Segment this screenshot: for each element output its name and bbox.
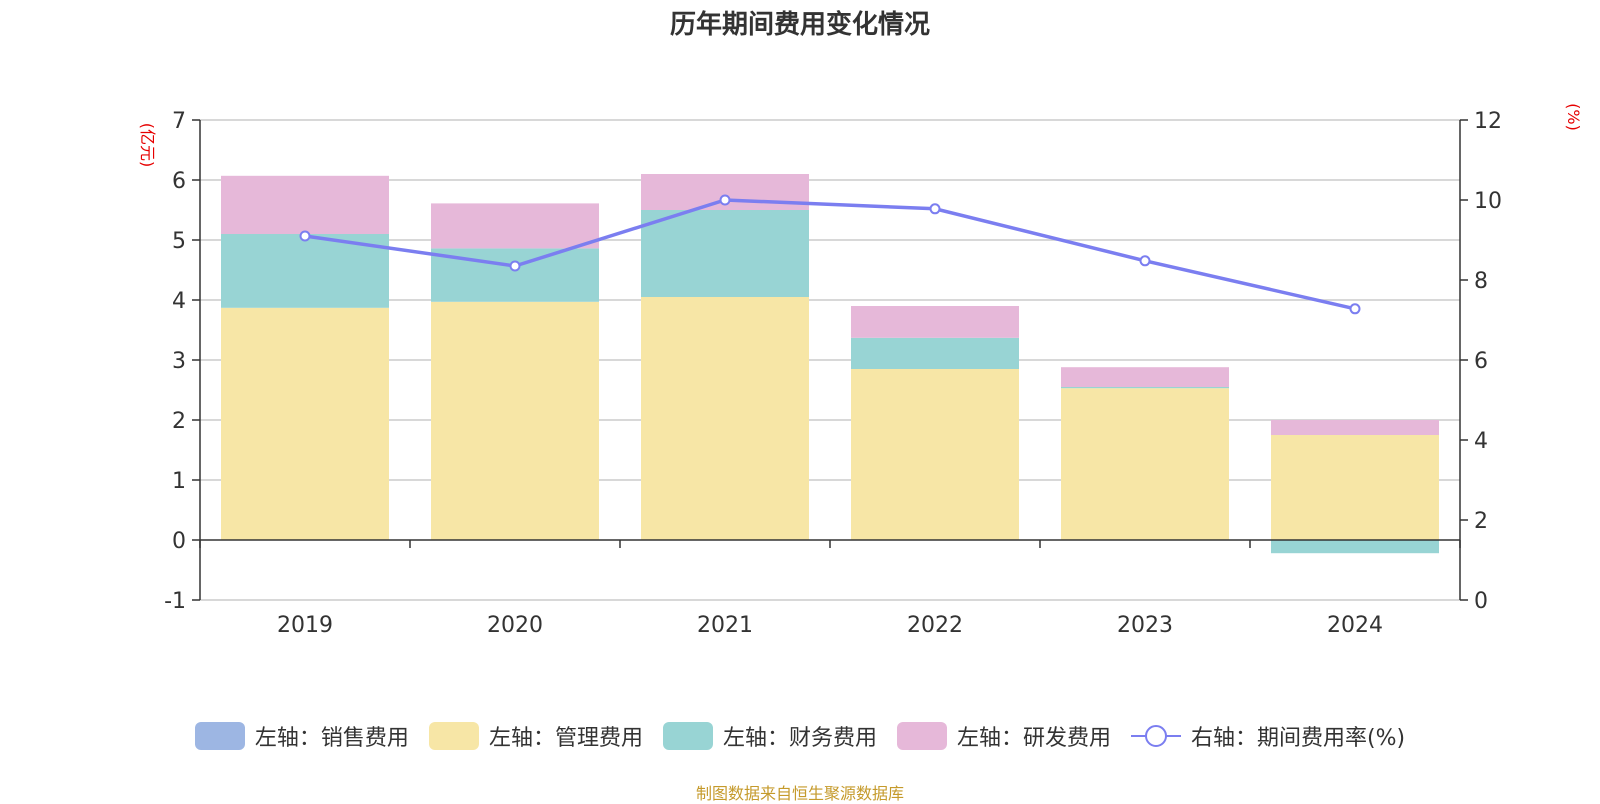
right-axis-tick-label: 0 bbox=[1474, 589, 1488, 614]
bar-finance-2019 bbox=[221, 234, 389, 308]
bar-finance-2021 bbox=[641, 210, 809, 297]
left-axis-tick-label: 5 bbox=[172, 229, 186, 254]
x-axis-tick-label: 2023 bbox=[1117, 613, 1173, 638]
legend-label-rnd: 左轴：研发费用 bbox=[956, 726, 1111, 751]
x-axis-tick-label: 2019 bbox=[277, 613, 333, 638]
bar-admin-2023 bbox=[1061, 388, 1229, 540]
left-axis-tick-label: 4 bbox=[172, 289, 186, 314]
legend-item-sales[interactable]: 左轴：销售费用 bbox=[194, 720, 409, 752]
bar-finance-2024 bbox=[1271, 540, 1439, 554]
rate-point-2022 bbox=[929, 203, 941, 215]
legend-item-rate[interactable]: 右轴：期间费用率(%) bbox=[1130, 720, 1406, 752]
left-axis-tick-label: -1 bbox=[164, 589, 186, 614]
x-axis-tick-label: 2020 bbox=[487, 613, 543, 638]
rate-point-2023 bbox=[1139, 255, 1151, 267]
bar-admin-2021 bbox=[641, 297, 809, 540]
legend-label-admin: 左轴：管理费用 bbox=[488, 726, 643, 751]
legend-label-finance: 左轴：财务费用 bbox=[722, 726, 877, 751]
bar-rnd-2022 bbox=[851, 306, 1019, 338]
bar-admin-2022 bbox=[851, 369, 1019, 540]
left-axis-tick-label: 3 bbox=[172, 349, 186, 374]
x-axis-tick-label: 2021 bbox=[697, 613, 753, 638]
rate-line bbox=[304, 198, 1356, 311]
legend-swatch-admin bbox=[428, 722, 479, 750]
right-axis-tick-label: 6 bbox=[1474, 349, 1488, 374]
legend-swatch-sales bbox=[194, 722, 245, 750]
left-axis-tick-label: 2 bbox=[172, 409, 186, 434]
legend-line-marker-icon bbox=[1130, 725, 1181, 747]
bar-finance-2023 bbox=[1061, 387, 1229, 389]
rate-line-series bbox=[299, 194, 1361, 315]
legend-item-rnd[interactable]: 左轴：研发费用 bbox=[896, 720, 1111, 752]
x-axis-tick-label: 2024 bbox=[1327, 613, 1383, 638]
bar-finance-2022 bbox=[851, 337, 1019, 369]
rate-point-2024 bbox=[1349, 303, 1361, 315]
bar-admin-2019 bbox=[221, 307, 389, 540]
left-axis-unit: (亿元) bbox=[138, 123, 157, 168]
legend: 左轴：销售费用 左轴：管理费用 左轴：财务费用 左轴：研发费用 右轴：期间费用率… bbox=[0, 720, 1600, 752]
chart-title: 历年期间费用变化情况 bbox=[669, 10, 930, 40]
bar-rnd-2024 bbox=[1271, 420, 1439, 435]
left-axis-tick-label: 6 bbox=[172, 169, 186, 194]
right-axis-tick-label: 12 bbox=[1474, 109, 1502, 134]
left-axis-tick-label: 1 bbox=[172, 469, 186, 494]
right-axis-tick-label: 8 bbox=[1474, 269, 1488, 294]
left-axis-tick-label: 7 bbox=[172, 109, 186, 134]
bar-admin-2024 bbox=[1271, 435, 1439, 540]
x-axis-tick-label: 2022 bbox=[907, 613, 963, 638]
legend-swatch-rnd bbox=[896, 722, 947, 750]
right-axis-tick-label: 4 bbox=[1474, 429, 1488, 454]
bar-rnd-2019 bbox=[221, 175, 389, 234]
rate-point-2021 bbox=[719, 194, 731, 206]
legend-label-sales: 左轴：销售费用 bbox=[254, 726, 409, 751]
rate-point-2020 bbox=[509, 260, 521, 272]
bar-rnd-2020 bbox=[431, 203, 599, 249]
rate-point-2019 bbox=[299, 230, 311, 242]
legend-label-rate: 右轴：期间费用率(%) bbox=[1190, 726, 1406, 751]
right-axis-tick-label: 10 bbox=[1474, 189, 1502, 214]
right-axis-tick-label: 2 bbox=[1474, 509, 1488, 534]
bar-admin-2020 bbox=[431, 301, 599, 540]
legend-item-admin[interactable]: 左轴：管理费用 bbox=[428, 720, 643, 752]
right-axis-unit: (%) bbox=[1564, 103, 1583, 131]
left-axis-tick-label: 0 bbox=[172, 529, 186, 554]
data-source-note: 制图数据来自恒生聚源数据库 bbox=[695, 784, 904, 803]
bar-series bbox=[221, 174, 1439, 554]
legend-item-finance[interactable]: 左轴：财务费用 bbox=[662, 720, 877, 752]
bar-rnd-2023 bbox=[1061, 367, 1229, 387]
grid-lines bbox=[200, 119, 1460, 601]
legend-swatch-finance bbox=[662, 722, 713, 750]
